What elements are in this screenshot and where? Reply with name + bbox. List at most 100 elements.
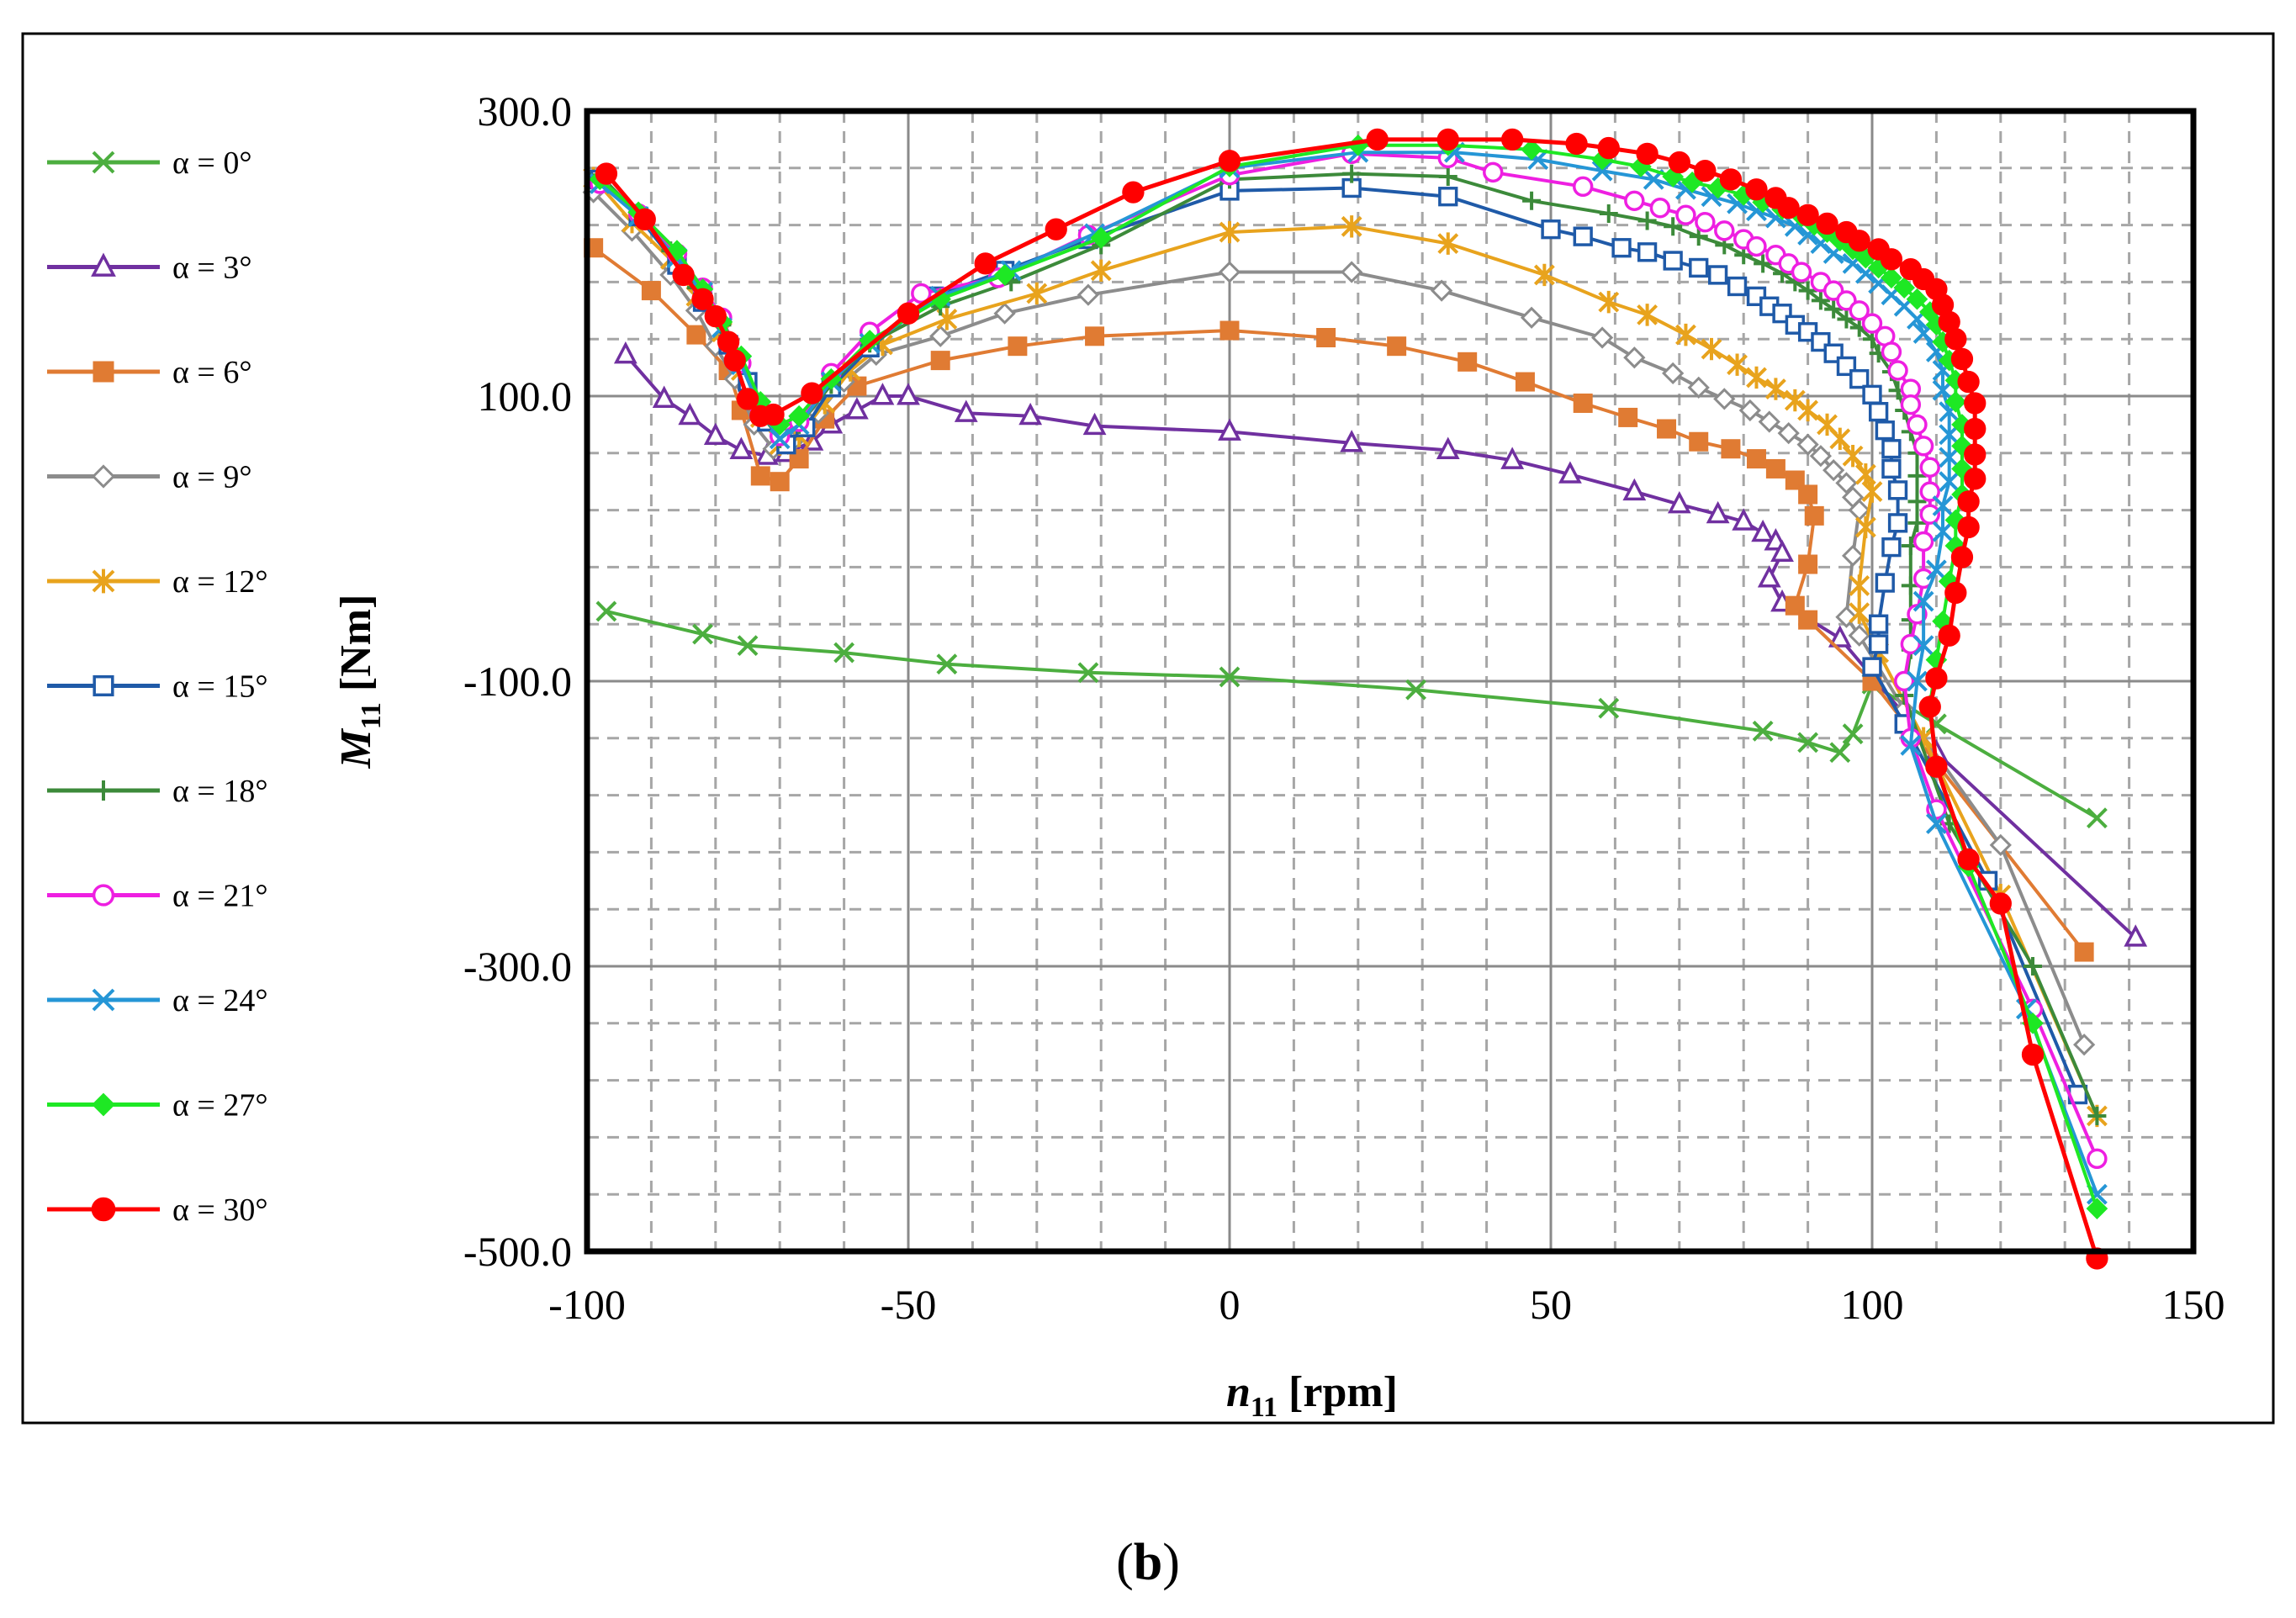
data-point: [1932, 521, 1954, 542]
data-point: [1706, 500, 1730, 524]
data-point: [1694, 160, 1717, 182]
data-point: [1887, 513, 1908, 533]
data-point: [1868, 634, 1889, 654]
figure-caption: (b): [1116, 1534, 1180, 1591]
data-point: [691, 288, 714, 310]
legend-marker: [92, 568, 115, 594]
data-point: [1887, 480, 1908, 500]
data-point: [1438, 167, 1457, 186]
data-point: [897, 383, 920, 405]
data-point: [993, 264, 1016, 286]
data-point: [1861, 480, 1883, 503]
data-point: [1341, 215, 1362, 238]
data-point: [1026, 282, 1048, 305]
data-point: [1675, 204, 1696, 225]
data-point: [1849, 300, 1870, 321]
data-point: [1746, 235, 1767, 257]
data-point: [1122, 181, 1145, 204]
data-point: [1611, 238, 1632, 258]
data-point: [1919, 504, 1940, 525]
data-point: [1764, 378, 1786, 400]
data-point: [954, 399, 978, 422]
data-point: [1784, 389, 1806, 412]
series: [595, 128, 2108, 1270]
data-point: [1938, 624, 1960, 647]
data-point: [1599, 204, 1618, 224]
y-axis-title: M11 [Nm]: [332, 595, 387, 769]
data-point: [1649, 198, 1671, 219]
data-point: [1598, 697, 1620, 719]
data-point: [1341, 261, 1363, 283]
data-point: [1944, 390, 1967, 413]
data-point: [1900, 633, 1922, 655]
data-point: [1824, 299, 1844, 319]
data-point: [1849, 574, 1870, 597]
data-point: [2124, 924, 2148, 947]
data-point: [666, 240, 688, 262]
data-point: [1811, 291, 1830, 310]
data-point: [770, 472, 790, 492]
data-point: [1907, 466, 1927, 485]
legend: α = 0° α = 3° α = 6° α = 9° α = 12° α = 15° α …: [47, 145, 268, 1228]
data-point: [1090, 227, 1113, 249]
data-point: [1907, 513, 1927, 532]
legend-entry: α = 27°: [47, 1088, 268, 1124]
data-point: [1591, 160, 1613, 182]
data-point: [1405, 679, 1426, 701]
data-point: [1881, 458, 1902, 479]
data-point: [1829, 427, 1851, 451]
data-point: [1848, 624, 1870, 647]
data-point: [1618, 407, 1638, 427]
data-point: [897, 302, 920, 325]
legend-label: α = 12°: [172, 564, 268, 600]
data-point: [1907, 492, 1927, 511]
data-point: [1082, 412, 1107, 436]
data-point: [2021, 1043, 2045, 1066]
data-point: [1881, 537, 1902, 558]
data-point: [1842, 444, 1864, 468]
data-point: [1522, 191, 1542, 210]
data-point: [1828, 625, 1852, 648]
data-point: [1798, 610, 1818, 630]
data-point: [1636, 142, 1659, 166]
legend-marker: [92, 884, 115, 907]
data-point: [1907, 604, 1928, 625]
data-point: [1809, 445, 1833, 468]
data-point: [1515, 372, 1535, 392]
data-point: [1520, 306, 1543, 329]
data-point: [2086, 1198, 2108, 1219]
data-point: [1964, 392, 1987, 415]
data-point: [1727, 276, 1748, 297]
data-point: [1964, 443, 1987, 466]
legend-entry: α = 12°: [47, 564, 268, 600]
data-point: [1008, 336, 1028, 357]
data-point: [1622, 478, 1647, 501]
data-point: [929, 325, 952, 347]
data-point: [1900, 734, 1922, 756]
data-point: [1932, 495, 1954, 516]
x-tick-label: -50: [881, 1281, 937, 1328]
data-point: [641, 281, 661, 301]
data-point: [1868, 401, 1889, 422]
data-point: [1558, 461, 1582, 484]
data-point: [1906, 288, 1928, 310]
data-point: [1721, 439, 1741, 459]
data-point: [1835, 472, 1858, 494]
data-point: [930, 351, 950, 371]
data-point: [1907, 414, 1928, 436]
data-point: [1366, 128, 1389, 151]
x-axis-title: n11 [rpm]: [1226, 1368, 1398, 1423]
tick-labels: -100 -50 0 50 100 150 300.0 100.0 -100.0 -300.0 -5…: [463, 87, 2225, 1328]
data-point: [1219, 320, 1240, 341]
data-point: [1797, 732, 1819, 753]
data-point: [1912, 590, 1934, 612]
data-point: [686, 325, 706, 345]
data-point: [704, 304, 727, 328]
data-point: [1861, 313, 1883, 334]
data-point: [1719, 168, 1743, 191]
data-point: [1796, 204, 1819, 226]
data-point: [2086, 807, 2108, 829]
data-point: [1045, 218, 1067, 241]
legend-label: α = 18°: [172, 774, 268, 809]
data-point: [1944, 328, 1967, 351]
